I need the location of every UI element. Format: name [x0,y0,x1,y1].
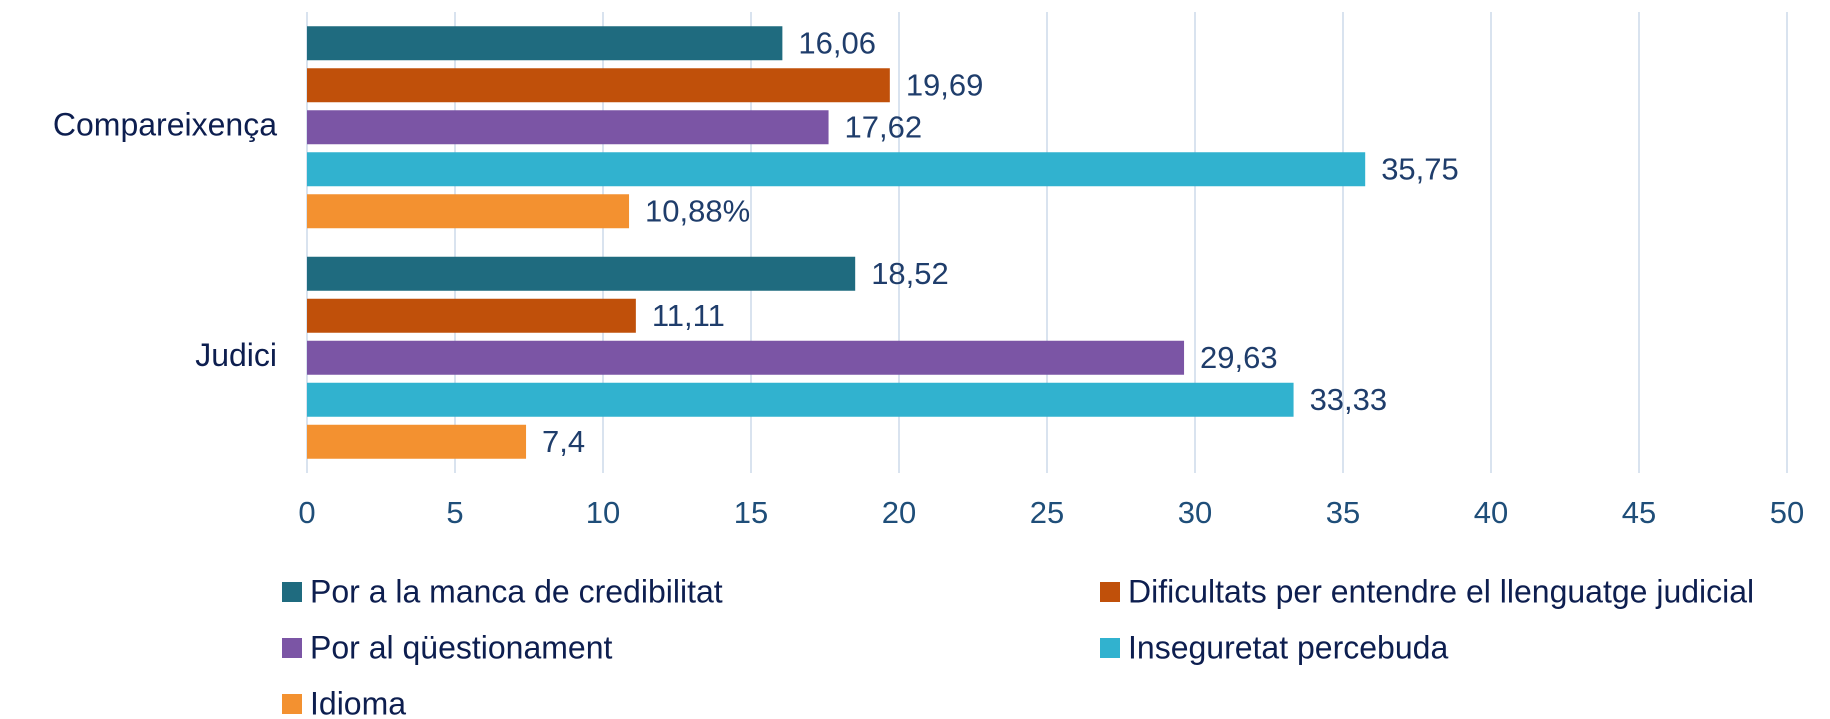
legend-swatch [1100,638,1120,658]
x-tick-label: 0 [298,495,315,530]
bar [307,26,783,61]
x-tick-label: 45 [1622,495,1656,530]
x-tick-label: 20 [882,495,916,530]
bar [307,298,636,333]
legend-label: Por al qüestionament [310,629,613,665]
bar [307,152,1366,187]
legend-label: Dificultats per entendre el llenguatge j… [1128,573,1754,609]
data-label: 10,88% [645,193,750,228]
x-tick-label: 40 [1474,495,1508,530]
data-label: 11,11 [652,298,725,333]
x-tick-label: 30 [1178,495,1212,530]
bar [307,68,890,103]
data-label: 29,63 [1200,340,1278,375]
legend-label: Inseguretat percebuda [1128,629,1448,665]
bar [307,424,527,459]
x-tick-label: 50 [1770,495,1804,530]
legend-swatch [1100,582,1120,602]
x-tick-label: 15 [734,495,768,530]
data-label: 35,75 [1381,151,1459,186]
bar [307,382,1294,417]
data-label: 18,52 [871,256,949,291]
bar [307,340,1185,375]
legend-swatch [282,638,302,658]
x-tick-label: 35 [1326,495,1360,530]
x-tick-label: 10 [586,495,620,530]
data-label: 19,69 [906,67,984,102]
data-label: 7,4 [542,424,585,459]
data-label: 33,33 [1310,382,1388,417]
y-tick-label: Compareixença [53,107,277,143]
x-tick-label: 5 [446,495,463,530]
legend-label: Por a la manca de credibilitat [310,573,723,609]
legend-label: Idioma [310,685,406,719]
data-label: 16,06 [798,25,876,60]
legend-swatch [282,694,302,714]
data-label: 17,62 [845,109,923,144]
legend-swatch [282,582,302,602]
bar [307,110,829,145]
bar [307,194,630,229]
y-tick-label: Judici [195,337,277,373]
bar [307,256,856,291]
x-tick-label: 25 [1030,495,1064,530]
